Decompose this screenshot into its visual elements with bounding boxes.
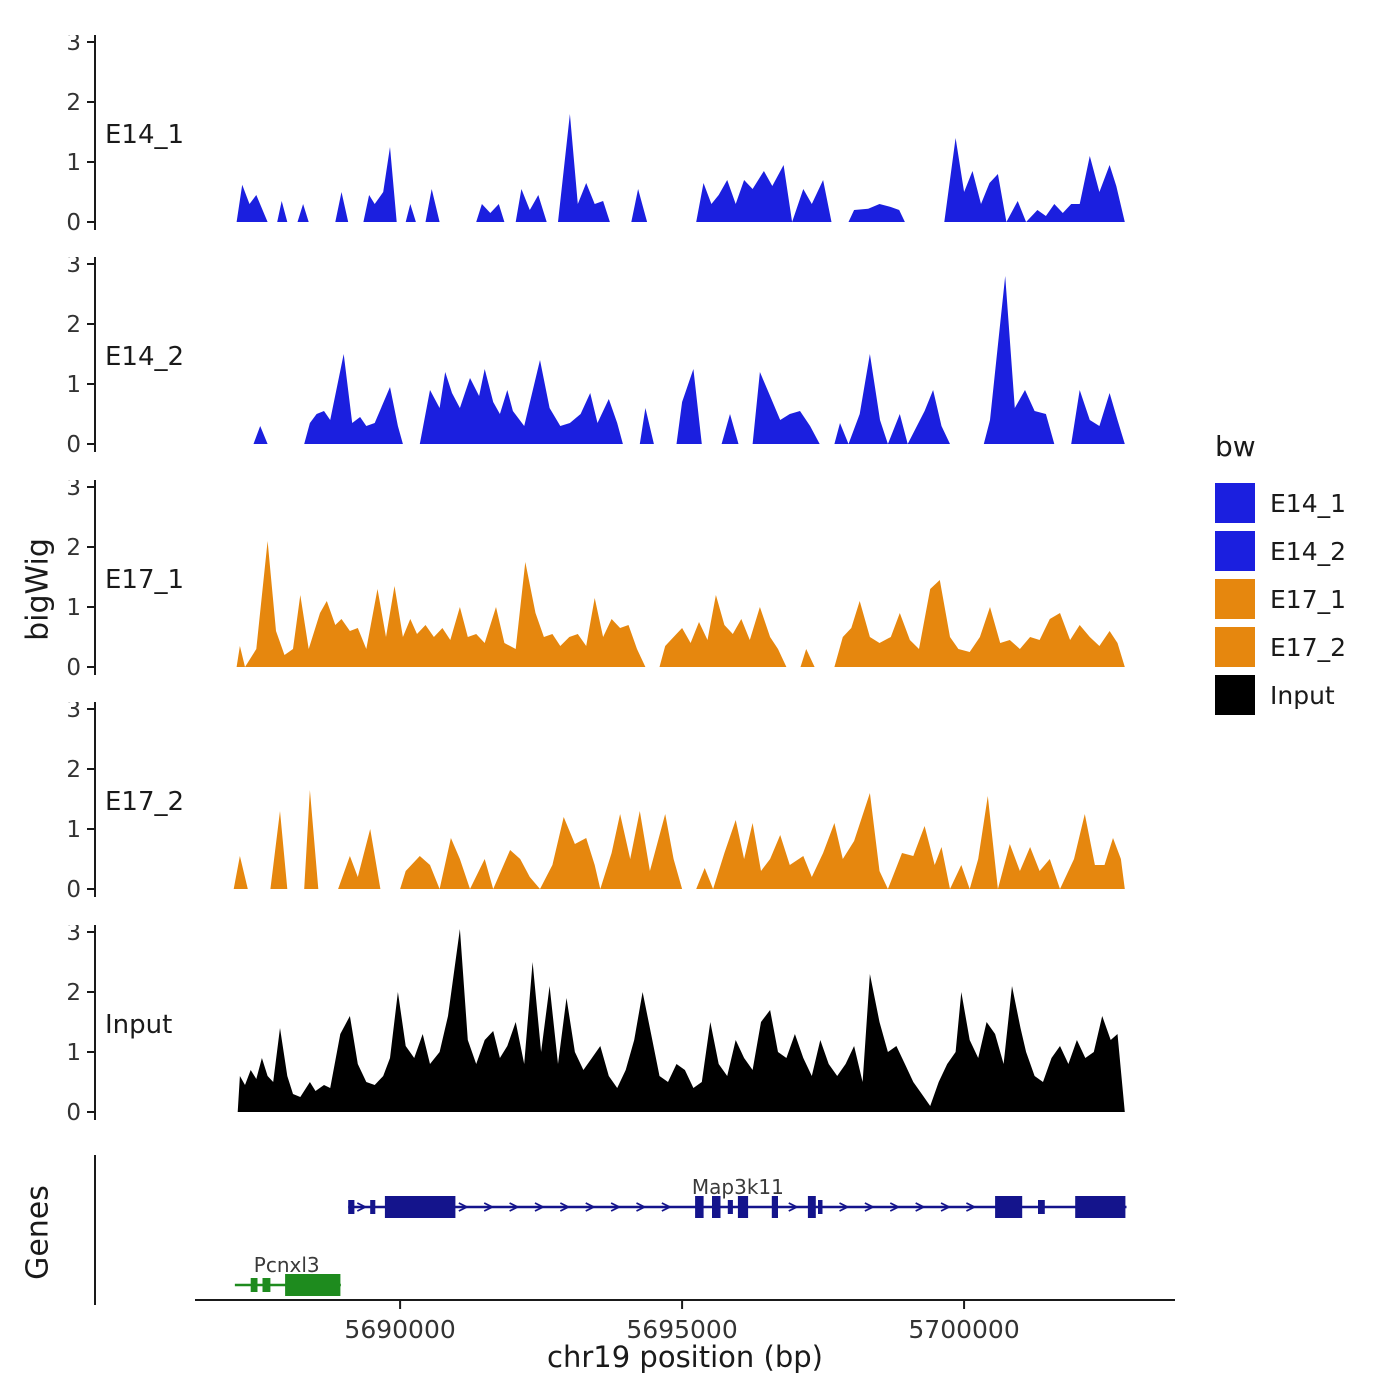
svg-text:5700000: 5700000: [908, 1315, 1019, 1344]
legend-title: bw: [1215, 430, 1256, 463]
svg-text:5690000: 5690000: [344, 1315, 455, 1344]
svg-text:3: 3: [66, 35, 81, 56]
legend-swatch-e17-2: [1215, 627, 1255, 667]
svg-text:1: 1: [66, 817, 81, 843]
svg-text:1: 1: [66, 372, 81, 398]
svg-text:Map3k11: Map3k11: [692, 1175, 784, 1199]
legend: bw E14_1 E14_2 E17_1 E17_2 Input: [1215, 430, 1346, 723]
legend-entry-e17-2: E17_2: [1215, 627, 1346, 667]
genes-track-chart: Map3k11 Pcnxl3: [94, 1155, 1127, 1305]
svg-text:Pcnxl3: Pcnxl3: [254, 1253, 320, 1277]
legend-label-input: Input: [1270, 680, 1335, 710]
legend-entry-e14-1: E14_1: [1215, 483, 1346, 523]
legend-swatch-e14-2: [1215, 531, 1255, 571]
legend-swatch-input: [1215, 675, 1255, 715]
track-label-e17-2: E17_2: [105, 787, 185, 817]
legend-entry-e17-1: E17_1: [1215, 579, 1346, 619]
track-label-e14-2: E14_2: [105, 342, 185, 372]
track-label-e14-1: E14_1: [105, 120, 185, 150]
svg-text:0: 0: [66, 432, 81, 457]
svg-text:3: 3: [66, 480, 81, 501]
svg-text:0: 0: [66, 210, 81, 235]
svg-text:1: 1: [66, 150, 81, 176]
legend-swatch-e14-1: [1215, 483, 1255, 523]
y-axis-title-bigwig: bigWig: [20, 538, 56, 641]
svg-text:2: 2: [66, 90, 81, 116]
y-axis-title-genes: Genes: [20, 1185, 56, 1280]
legend-label-e17-2: E17_2: [1270, 632, 1347, 662]
svg-text:3: 3: [66, 925, 81, 946]
x-axis-title: chr19 position (bp): [547, 1340, 823, 1374]
svg-text:3: 3: [66, 702, 81, 723]
track-chart-e17-2: 0 1 2 3: [66, 702, 1125, 902]
svg-text:2: 2: [66, 312, 81, 338]
legend-swatch-e17-1: [1215, 579, 1255, 619]
svg-text:0: 0: [66, 655, 81, 680]
track-label-e17-1: E17_1: [105, 565, 185, 595]
legend-entry-e14-2: E14_2: [1215, 531, 1346, 571]
track-chart-e17-1: 0 1 2 3: [66, 480, 1125, 680]
svg-text:0: 0: [66, 1100, 81, 1125]
legend-label-e17-1: E17_1: [1270, 584, 1347, 614]
track-chart-e14-2: 0 1 2 3: [66, 257, 1125, 457]
legend-label-e14-2: E14_2: [1270, 536, 1347, 566]
track-label-input: Input: [105, 1010, 173, 1040]
legend-label-e14-1: E14_1: [1270, 488, 1347, 518]
legend-entry-input: Input: [1215, 675, 1346, 715]
track-chart-e14-1: 0 1 2 3: [66, 35, 1125, 235]
track-chart-input: 0 1 2 3: [66, 925, 1125, 1125]
svg-text:2: 2: [66, 757, 81, 783]
svg-text:1: 1: [66, 1040, 81, 1066]
svg-text:2: 2: [66, 535, 81, 561]
svg-text:3: 3: [66, 257, 81, 278]
svg-text:5695000: 5695000: [626, 1315, 737, 1344]
x-axis: 5690000 5695000 5700000: [195, 1299, 1175, 1344]
svg-text:2: 2: [66, 980, 81, 1006]
svg-text:1: 1: [66, 595, 81, 621]
svg-text:0: 0: [66, 877, 81, 902]
